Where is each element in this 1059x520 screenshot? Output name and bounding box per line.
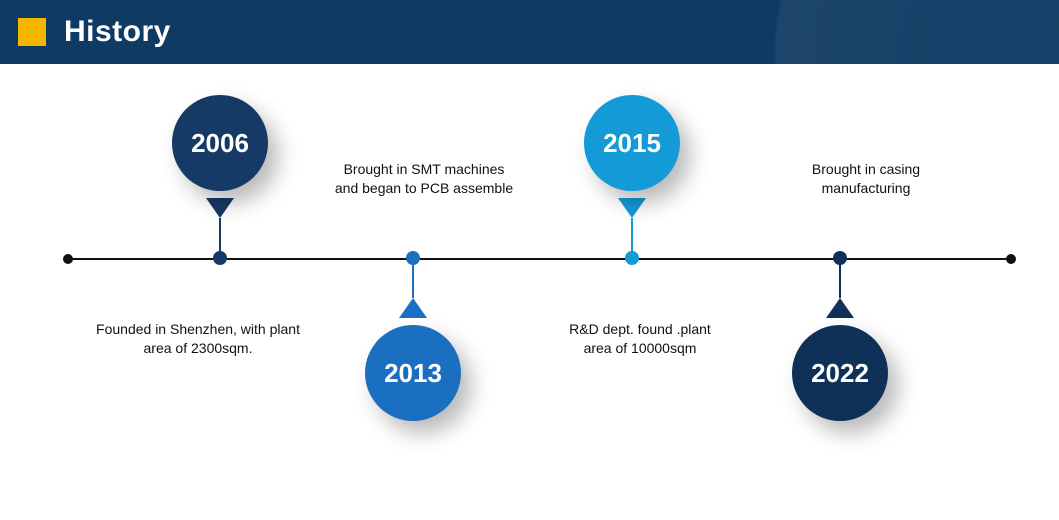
- timeline-bubble: 2013: [365, 325, 461, 421]
- bubble-pointer-icon: [618, 198, 646, 218]
- timeline-year: 2013: [384, 358, 442, 389]
- bubble-pointer-icon: [399, 298, 427, 318]
- axis-endcap-left: [63, 254, 73, 264]
- timeline-description: Brought in casing manufacturing: [756, 160, 976, 198]
- timeline-year: 2022: [811, 358, 869, 389]
- timeline-connector: [631, 218, 633, 258]
- timeline-connector: [839, 258, 841, 298]
- timeline-stage: 2006 Founded in Shenzhen, with plant area…: [0, 64, 1059, 520]
- timeline-axis: [68, 258, 1011, 260]
- axis-endcap-right: [1006, 254, 1016, 264]
- timeline-description: R&D dept. found .plant area of 10000sqm: [520, 320, 760, 358]
- header-decor-arc: [739, 0, 1059, 64]
- timeline-description: Founded in Shenzhen, with plant area of …: [68, 320, 328, 358]
- timeline-description: Brought in SMT machines and began to PCB…: [294, 160, 554, 198]
- bubble-pointer-icon: [206, 198, 234, 218]
- page-title: History: [64, 15, 171, 49]
- timeline-year: 2006: [191, 128, 249, 159]
- bubble-pointer-icon: [826, 298, 854, 318]
- timeline-connector: [219, 218, 221, 258]
- timeline-bubble: 2006: [172, 95, 268, 191]
- timeline-connector: [412, 258, 414, 298]
- title-marker-icon: [18, 18, 46, 46]
- timeline-year: 2015: [603, 128, 661, 159]
- timeline-bubble: 2015: [584, 95, 680, 191]
- header-bar: History: [0, 0, 1059, 64]
- timeline-bubble: 2022: [792, 325, 888, 421]
